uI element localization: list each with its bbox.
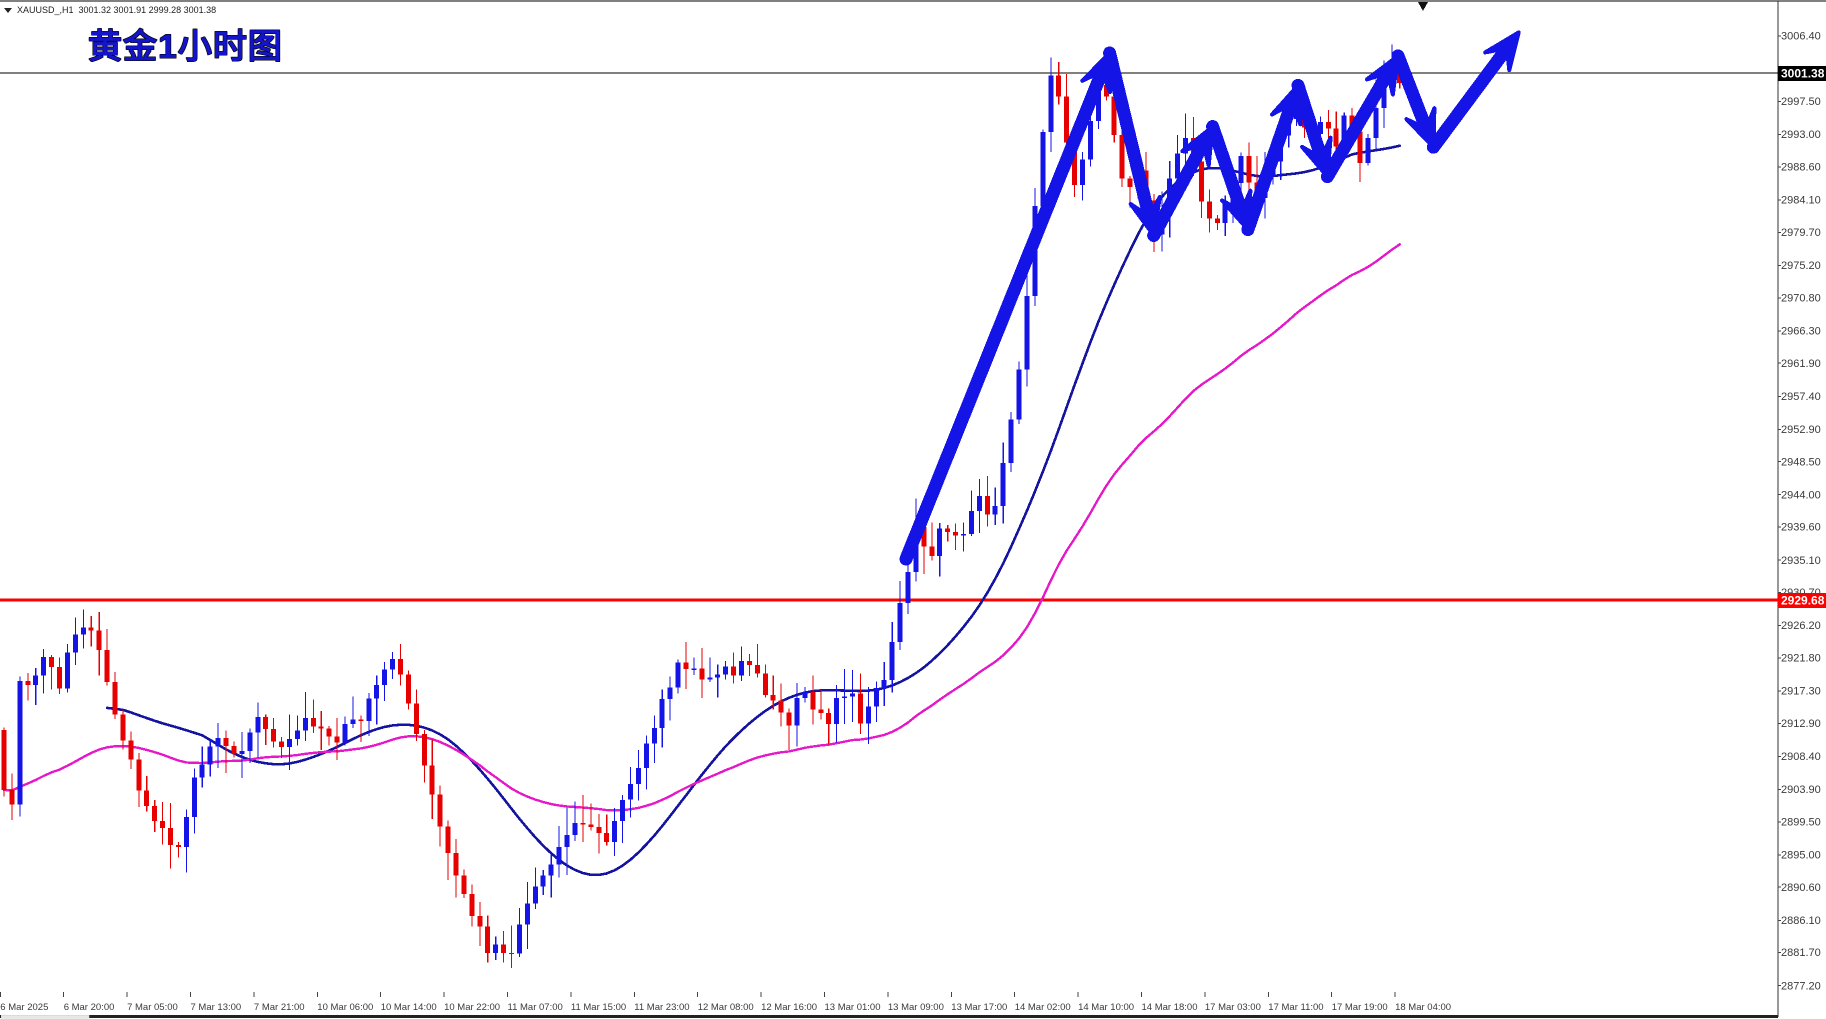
svg-text:2997.50: 2997.50	[1781, 96, 1821, 108]
svg-text:2917.30: 2917.30	[1781, 686, 1821, 698]
svg-text:2957.40: 2957.40	[1781, 391, 1821, 403]
svg-text:2921.80: 2921.80	[1781, 653, 1821, 665]
svg-text:2948.50: 2948.50	[1781, 456, 1821, 468]
svg-text:2908.40: 2908.40	[1781, 751, 1821, 763]
svg-text:2961.90: 2961.90	[1781, 358, 1821, 370]
svg-text:11 Mar 23:00: 11 Mar 23:00	[634, 1002, 689, 1013]
svg-text:6 Mar 2025: 6 Mar 2025	[0, 1002, 48, 1013]
svg-text:2988.60: 2988.60	[1781, 162, 1821, 174]
svg-text:7 Mar 05:00: 7 Mar 05:00	[127, 1002, 178, 1013]
svg-text:2886.10: 2886.10	[1781, 915, 1821, 927]
svg-text:13 Mar 17:00: 13 Mar 17:00	[951, 1002, 1007, 1013]
svg-text:2877.20: 2877.20	[1781, 980, 1821, 992]
svg-text:10 Mar 14:00: 10 Mar 14:00	[381, 1002, 437, 1013]
svg-text:18 Mar 04:00: 18 Mar 04:00	[1395, 1002, 1451, 1013]
svg-text:2935.10: 2935.10	[1781, 555, 1821, 567]
svg-text:2944.00: 2944.00	[1781, 489, 1821, 501]
svg-text:11 Mar 15:00: 11 Mar 15:00	[571, 1002, 626, 1013]
svg-text:7 Mar 13:00: 7 Mar 13:00	[191, 1002, 242, 1013]
svg-text:2966.30: 2966.30	[1781, 325, 1821, 337]
svg-text:2912.90: 2912.90	[1781, 718, 1821, 730]
svg-text:13 Mar 09:00: 13 Mar 09:00	[888, 1002, 944, 1013]
svg-text:14 Mar 10:00: 14 Mar 10:00	[1078, 1002, 1134, 1013]
svg-text:2979.70: 2979.70	[1781, 227, 1821, 239]
svg-text:2970.80: 2970.80	[1781, 292, 1821, 304]
svg-text:2926.20: 2926.20	[1781, 620, 1821, 632]
svg-text:10 Mar 22:00: 10 Mar 22:00	[444, 1002, 500, 1013]
svg-text:2993.00: 2993.00	[1781, 129, 1821, 141]
svg-text:10 Mar 06:00: 10 Mar 06:00	[317, 1002, 373, 1013]
svg-text:17 Mar 11:00: 17 Mar 11:00	[1268, 1002, 1323, 1013]
svg-text:14 Mar 02:00: 14 Mar 02:00	[1015, 1002, 1071, 1013]
svg-text:2881.70: 2881.70	[1781, 947, 1821, 959]
svg-text:12 Mar 08:00: 12 Mar 08:00	[698, 1002, 754, 1013]
svg-text:17 Mar 03:00: 17 Mar 03:00	[1205, 1002, 1261, 1013]
svg-text:3001.38: 3001.38	[1781, 67, 1825, 81]
svg-text:13 Mar 01:00: 13 Mar 01:00	[825, 1002, 881, 1013]
svg-text:2895.00: 2895.00	[1781, 850, 1821, 862]
svg-text:2929.68: 2929.68	[1781, 594, 1825, 608]
svg-text:14 Mar 18:00: 14 Mar 18:00	[1142, 1002, 1198, 1013]
svg-text:2984.10: 2984.10	[1781, 195, 1821, 207]
svg-text:2939.60: 2939.60	[1781, 522, 1821, 534]
svg-text:12 Mar 16:00: 12 Mar 16:00	[761, 1002, 817, 1013]
svg-text:2952.90: 2952.90	[1781, 424, 1821, 436]
svg-text:2975.20: 2975.20	[1781, 260, 1821, 272]
svg-text:7 Mar 21:00: 7 Mar 21:00	[254, 1002, 305, 1013]
svg-text:2903.90: 2903.90	[1781, 784, 1821, 796]
svg-text:11 Mar 07:00: 11 Mar 07:00	[508, 1002, 563, 1013]
svg-text:6 Mar 20:00: 6 Mar 20:00	[64, 1002, 115, 1013]
svg-text:2899.50: 2899.50	[1781, 816, 1821, 828]
svg-text:3006.40: 3006.40	[1781, 31, 1821, 43]
svg-text:17 Mar 19:00: 17 Mar 19:00	[1332, 1002, 1388, 1013]
svg-text:2890.60: 2890.60	[1781, 882, 1821, 894]
